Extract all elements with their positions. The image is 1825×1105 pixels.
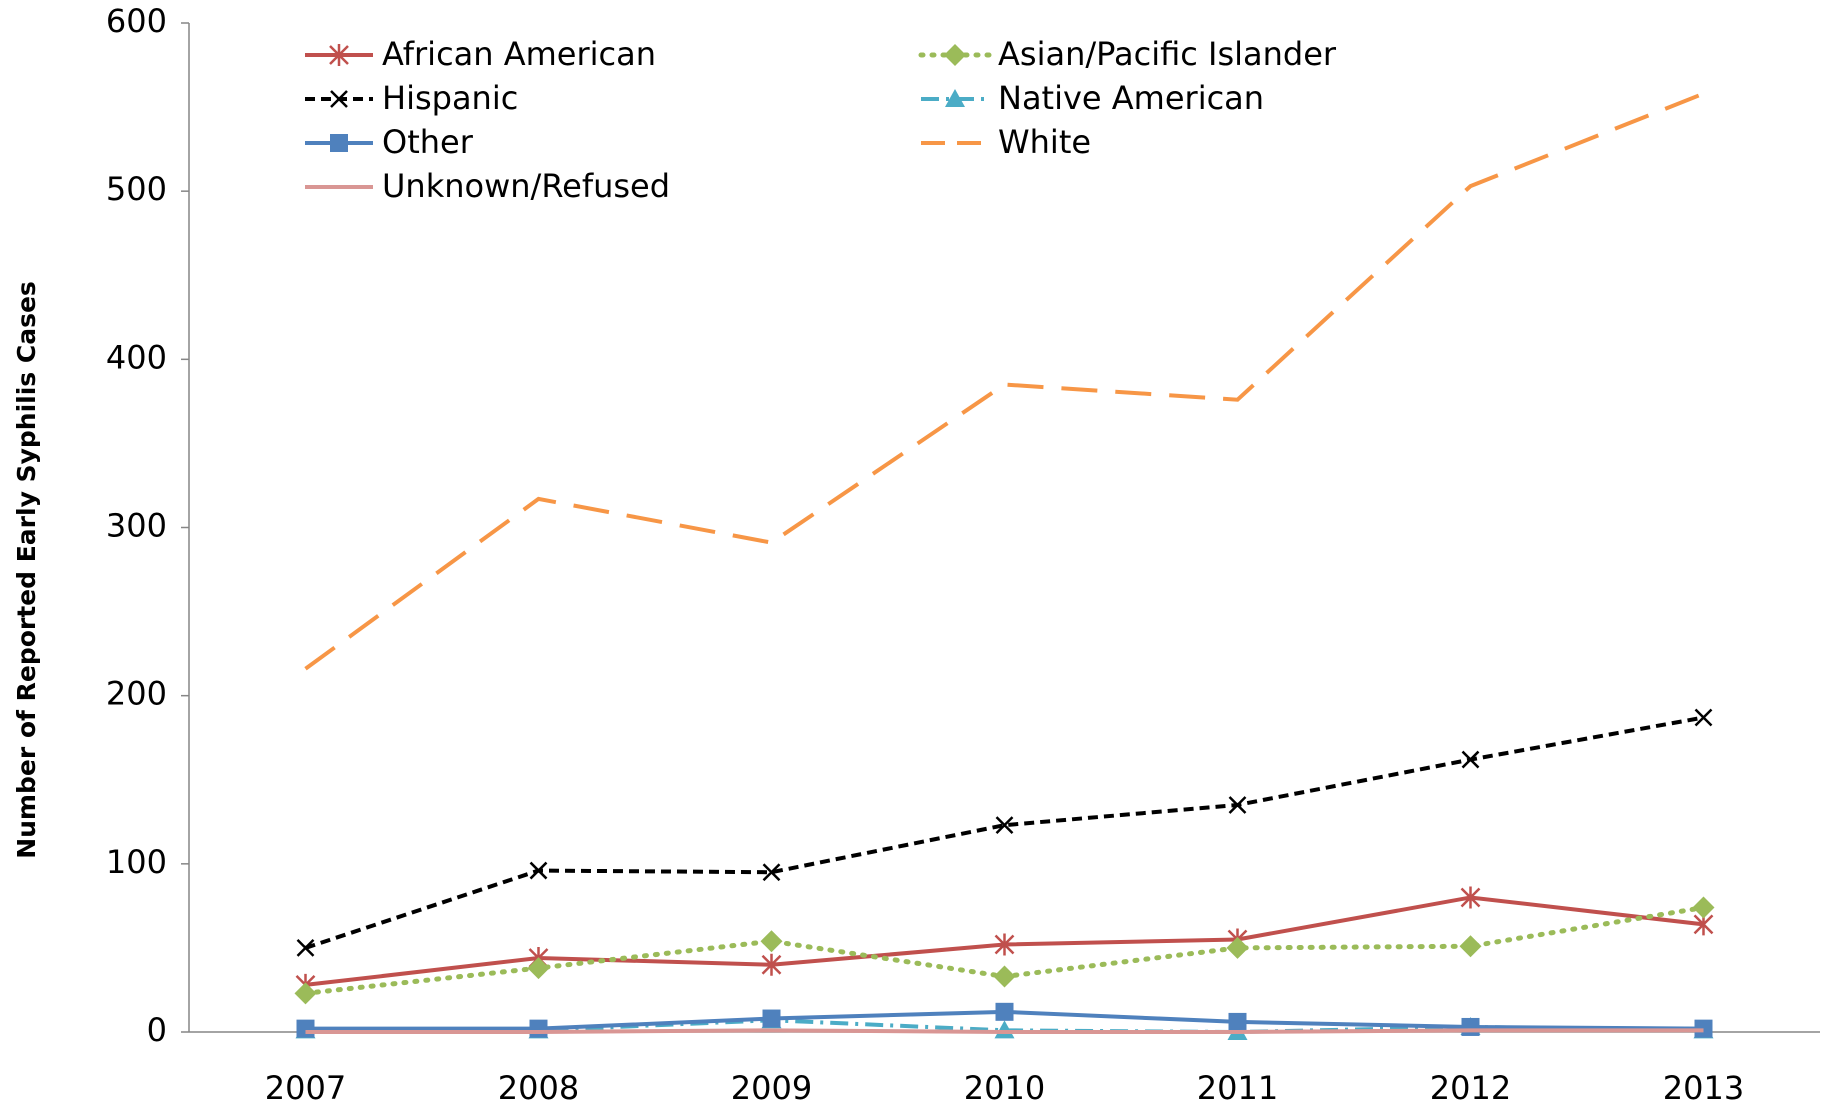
x-tick-label: 2009: [731, 1069, 812, 1105]
legend-item: Native American: [921, 79, 1264, 117]
point: [945, 89, 965, 107]
x-tick-label: 2010: [964, 1069, 1045, 1105]
point: [330, 90, 348, 108]
y-tick-label: 300: [106, 507, 167, 545]
legend-item: Unknown/Refused: [305, 167, 670, 205]
y-tick-label: 0: [147, 1011, 167, 1049]
series: [304, 91, 1705, 671]
legend-item: Hispanic: [305, 79, 518, 117]
x-tick-label: 2012: [1430, 1069, 1511, 1105]
x-tick-label: 2008: [498, 1069, 579, 1105]
point: [762, 863, 781, 882]
point: [330, 134, 348, 152]
y-tick-label: 100: [106, 843, 167, 881]
point: [994, 933, 1015, 956]
point: [1228, 1012, 1247, 1031]
series: [294, 896, 1715, 1005]
legend-label: Hispanic: [382, 79, 518, 117]
series: [305, 1028, 1704, 1034]
legend-label: Native American: [998, 79, 1264, 117]
legend-label: African American: [382, 35, 656, 73]
legend-label: Unknown/Refused: [382, 167, 670, 205]
x-tick-label: 2011: [1197, 1069, 1278, 1105]
point: [995, 1002, 1014, 1021]
legend-label: Asian/Pacific Islander: [998, 35, 1337, 73]
point: [760, 930, 783, 953]
point: [294, 982, 317, 1005]
series-line: [304, 715, 1704, 950]
point: [1692, 896, 1715, 919]
point: [761, 953, 782, 976]
point: [1461, 1017, 1480, 1036]
y-tick-label: 200: [106, 675, 167, 713]
point: [1226, 936, 1249, 959]
point: [329, 44, 349, 66]
x-tick-label: 2013: [1663, 1069, 1744, 1105]
point: [762, 1009, 781, 1028]
series: [296, 708, 1713, 957]
y-tick-label: 400: [106, 338, 167, 376]
point: [1461, 750, 1480, 769]
point: [529, 861, 548, 880]
point: [296, 939, 315, 957]
point: [1459, 935, 1482, 958]
y-tick-label: 500: [106, 170, 167, 208]
point: [993, 965, 1016, 988]
point: [995, 816, 1014, 835]
point: [1460, 886, 1481, 909]
point: [944, 44, 966, 66]
point: [296, 1019, 315, 1038]
legend-item: African American: [305, 35, 656, 73]
y-axis-label: Number of Reported Early Syphilis Cases: [12, 281, 41, 859]
legend-item: Asian/Pacific Islander: [918, 35, 1337, 73]
point: [527, 957, 550, 980]
point: [1694, 708, 1713, 727]
x-tick-label: 2007: [265, 1069, 346, 1105]
legend-label: Other: [382, 123, 474, 161]
legend-item: Other: [305, 123, 474, 161]
point: [529, 1019, 548, 1038]
point: [1228, 796, 1247, 814]
series-line: [305, 1028, 1704, 1034]
legend-item: White: [921, 123, 1091, 161]
legend-label: White: [998, 123, 1091, 161]
y-tick-label: 600: [106, 2, 167, 40]
series-line: [304, 91, 1705, 671]
series: [296, 1002, 1713, 1038]
